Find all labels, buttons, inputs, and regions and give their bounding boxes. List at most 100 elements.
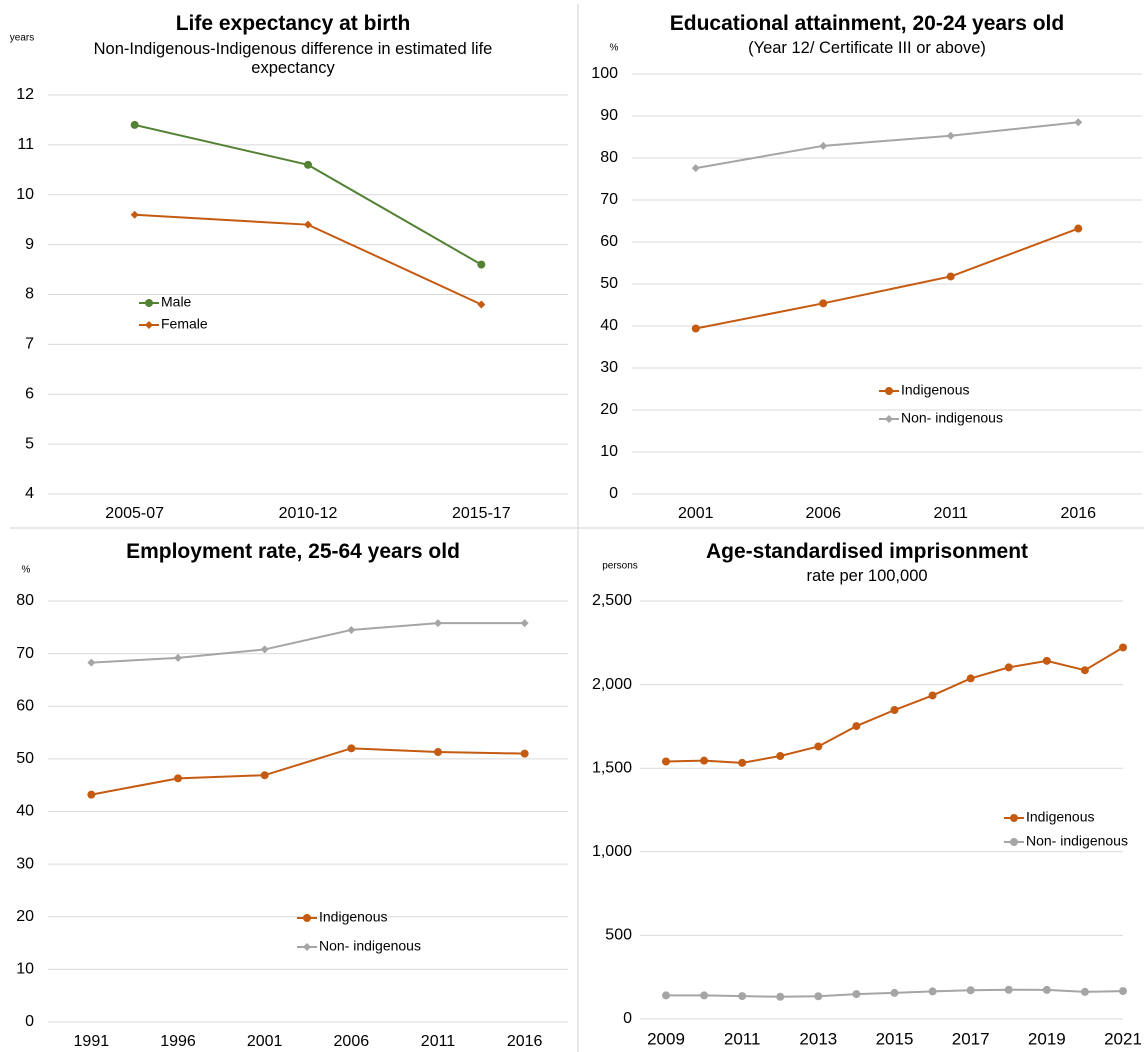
x-tick-label: 2011	[724, 1029, 761, 1048]
data-point	[174, 774, 182, 783]
series-line	[695, 121, 1079, 170]
x-tick-label: 2016	[507, 1033, 543, 1050]
y-tick-label: 500	[605, 927, 632, 944]
x-tick-label: 2011	[421, 1033, 456, 1050]
data-point	[434, 619, 442, 628]
data-point	[890, 988, 899, 997]
x-tick-label: 2005-07	[105, 505, 164, 522]
x-tick-label: 1996	[160, 1033, 196, 1050]
data-point	[814, 992, 823, 1001]
data-point	[520, 619, 529, 628]
y-tick-label: 8	[25, 286, 34, 303]
data-point	[776, 751, 785, 760]
x-tick-label: 2015	[876, 1029, 914, 1048]
data-point	[852, 722, 861, 731]
y-tick-label: 30	[16, 855, 34, 872]
data-point	[1119, 643, 1127, 652]
y-tick-label: 100	[591, 65, 618, 82]
x-tick-label: 2010-12	[279, 505, 338, 522]
data-point	[928, 691, 937, 700]
unit-label: years	[10, 33, 34, 44]
data-point	[260, 645, 269, 654]
x-tick-label: 2006	[805, 505, 841, 522]
y-tick-label: 70	[16, 645, 34, 662]
x-tick-label: 2019	[1028, 1029, 1066, 1048]
data-point	[260, 771, 269, 780]
data-point	[130, 120, 139, 129]
y-tick-label: 6	[25, 385, 34, 402]
data-point	[130, 210, 139, 219]
y-tick-label: 70	[600, 191, 618, 208]
legend-label: Indigenous	[319, 909, 388, 925]
data-point	[1042, 985, 1051, 994]
data-point	[814, 742, 823, 751]
chart-subtitle: rate per 100,000	[806, 567, 928, 585]
data-point	[776, 992, 785, 1001]
data-point	[700, 756, 709, 765]
legend-marker	[303, 914, 311, 922]
legend-marker	[1010, 814, 1018, 822]
y-tick-label: 11	[17, 136, 34, 153]
data-point	[946, 131, 955, 140]
data-point	[1004, 663, 1013, 672]
y-tick-label: 10	[16, 186, 34, 203]
y-tick-label: 4	[25, 485, 34, 502]
x-tick-label: 2017	[952, 1029, 990, 1048]
data-point	[738, 992, 747, 1001]
data-point	[434, 748, 442, 757]
y-tick-label: 1,500	[592, 759, 632, 776]
data-point	[691, 164, 700, 173]
y-tick-label: 40	[600, 317, 618, 334]
legend-label: Non- indigenous	[319, 938, 421, 954]
y-tick-label: 90	[600, 107, 618, 124]
legend-marker	[145, 299, 153, 307]
y-tick-label: 30	[600, 359, 618, 376]
x-tick-label: 2006	[334, 1033, 370, 1050]
data-point	[852, 990, 861, 999]
x-tick-label: 2016	[1060, 505, 1096, 522]
y-tick-label: 10	[16, 961, 34, 978]
y-tick-label: 60	[16, 697, 34, 714]
y-tick-label: 20	[600, 401, 618, 418]
data-point	[1074, 224, 1083, 233]
chart-subtitle: Non-Indigenous-Indigenous difference in …	[93, 40, 493, 77]
y-tick-label: 1,000	[592, 843, 632, 860]
chart-title: Age-standardised imprisonment	[705, 540, 1029, 563]
x-tick-label: 1991	[74, 1033, 110, 1050]
series-line	[91, 622, 525, 664]
data-point	[662, 757, 670, 766]
data-point	[890, 706, 899, 715]
y-tick-label: 0	[623, 1010, 632, 1027]
x-tick-label: 2013	[799, 1029, 837, 1048]
y-tick-label: 60	[600, 233, 618, 250]
y-tick-label: 50	[16, 750, 34, 767]
y-tick-label: 50	[600, 275, 618, 292]
data-point	[1119, 987, 1127, 996]
chart-title: Life expectancy at birth	[175, 12, 411, 35]
y-tick-label: 80	[16, 592, 34, 609]
y-tick-label: 40	[16, 803, 34, 820]
x-tick-label: 2001	[678, 505, 714, 522]
legend-label: Non- indigenous	[1026, 833, 1128, 849]
data-point	[304, 160, 312, 169]
legend-marker	[885, 387, 893, 395]
data-point	[662, 991, 670, 1000]
legend-label: Indigenous	[901, 382, 970, 398]
y-tick-label: 80	[600, 149, 618, 166]
series-line	[665, 646, 1124, 764]
data-point	[1004, 985, 1013, 994]
y-tick-label: 10	[600, 443, 618, 460]
data-point	[691, 324, 700, 333]
series-line	[695, 227, 1079, 330]
data-point	[1074, 118, 1083, 127]
x-tick-label: 2015-17	[452, 505, 511, 522]
y-tick-label: 12	[16, 86, 34, 103]
data-point	[738, 758, 747, 767]
y-tick-label: 0	[25, 1013, 34, 1030]
x-tick-label: 2001	[247, 1033, 283, 1050]
legend-marker	[303, 943, 311, 951]
data-point	[1080, 666, 1089, 675]
data-point	[87, 790, 96, 799]
unit-label: %	[610, 43, 619, 54]
